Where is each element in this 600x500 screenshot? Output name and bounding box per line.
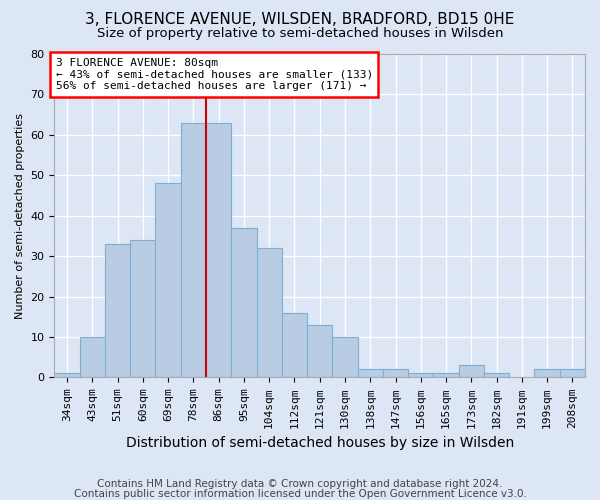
Text: 3, FLORENCE AVENUE, WILSDEN, BRADFORD, BD15 0HE: 3, FLORENCE AVENUE, WILSDEN, BRADFORD, B… <box>85 12 515 28</box>
Bar <box>307 325 332 378</box>
Bar <box>155 184 181 378</box>
Text: Contains HM Land Registry data © Crown copyright and database right 2024.: Contains HM Land Registry data © Crown c… <box>97 479 503 489</box>
Bar <box>458 366 484 378</box>
Bar <box>484 374 509 378</box>
Text: 3 FLORENCE AVENUE: 80sqm
← 43% of semi-detached houses are smaller (133)
56% of : 3 FLORENCE AVENUE: 80sqm ← 43% of semi-d… <box>56 58 373 91</box>
Bar <box>535 370 560 378</box>
Bar <box>282 313 307 378</box>
Bar <box>130 240 155 378</box>
Bar <box>231 228 257 378</box>
Bar <box>206 122 231 378</box>
Bar <box>408 374 433 378</box>
Bar <box>358 370 383 378</box>
Bar <box>332 337 358 378</box>
Bar <box>55 374 80 378</box>
Bar <box>560 370 585 378</box>
Bar <box>257 248 282 378</box>
Bar <box>105 244 130 378</box>
X-axis label: Distribution of semi-detached houses by size in Wilsden: Distribution of semi-detached houses by … <box>125 436 514 450</box>
Y-axis label: Number of semi-detached properties: Number of semi-detached properties <box>15 112 25 318</box>
Bar <box>181 122 206 378</box>
Bar <box>433 374 458 378</box>
Bar <box>383 370 408 378</box>
Text: Contains public sector information licensed under the Open Government Licence v3: Contains public sector information licen… <box>74 489 526 499</box>
Bar <box>80 337 105 378</box>
Text: Size of property relative to semi-detached houses in Wilsden: Size of property relative to semi-detach… <box>97 28 503 40</box>
